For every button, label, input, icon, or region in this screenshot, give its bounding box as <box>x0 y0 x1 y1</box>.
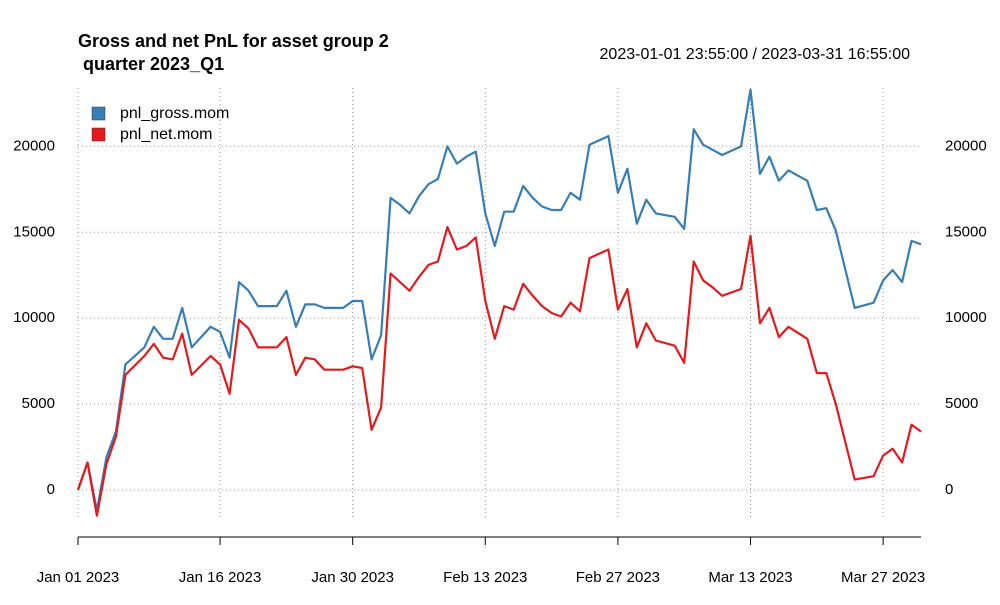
y2-tick-label: 0 <box>945 481 953 498</box>
y-tick-label: 15000 <box>13 223 55 240</box>
x-tick-label: Feb 13 2023 <box>443 569 527 586</box>
legend-swatch <box>91 127 106 142</box>
y-tick-label: 5000 <box>22 395 55 412</box>
x-tick-label: Mar 27 2023 <box>841 569 925 586</box>
series-line <box>76 88 922 512</box>
legend-swatch <box>91 106 106 121</box>
y2-tick-label: 15000 <box>945 223 987 240</box>
x-tick-label: Jan 01 2023 <box>37 569 120 586</box>
x-tick-label: Jan 30 2023 <box>311 569 394 586</box>
x-tick-label: Mar 13 2023 <box>708 569 792 586</box>
x-tick-label: Feb 27 2023 <box>576 569 660 586</box>
chart-subtitle: 2023-01-01 23:55:00 / 2023-03-31 16:55:0… <box>600 46 911 63</box>
chart-title: quarter 2023_Q1 <box>78 54 224 74</box>
legend-label: pnl_net.mom <box>120 126 213 143</box>
y-tick-label: 10000 <box>13 309 55 326</box>
y2-tick-label: 20000 <box>945 137 987 154</box>
x-tick-label: Jan 16 2023 <box>179 569 262 586</box>
legend-label: pnl_gross.mom <box>120 105 229 122</box>
y-tick-label: 0 <box>47 481 55 498</box>
chart-title: Gross and net PnL for asset group 2 <box>78 31 389 51</box>
y-tick-label: 20000 <box>13 137 55 154</box>
y2-tick-label: 5000 <box>945 395 978 412</box>
series-line <box>76 226 922 517</box>
y2-tick-label: 10000 <box>945 309 987 326</box>
